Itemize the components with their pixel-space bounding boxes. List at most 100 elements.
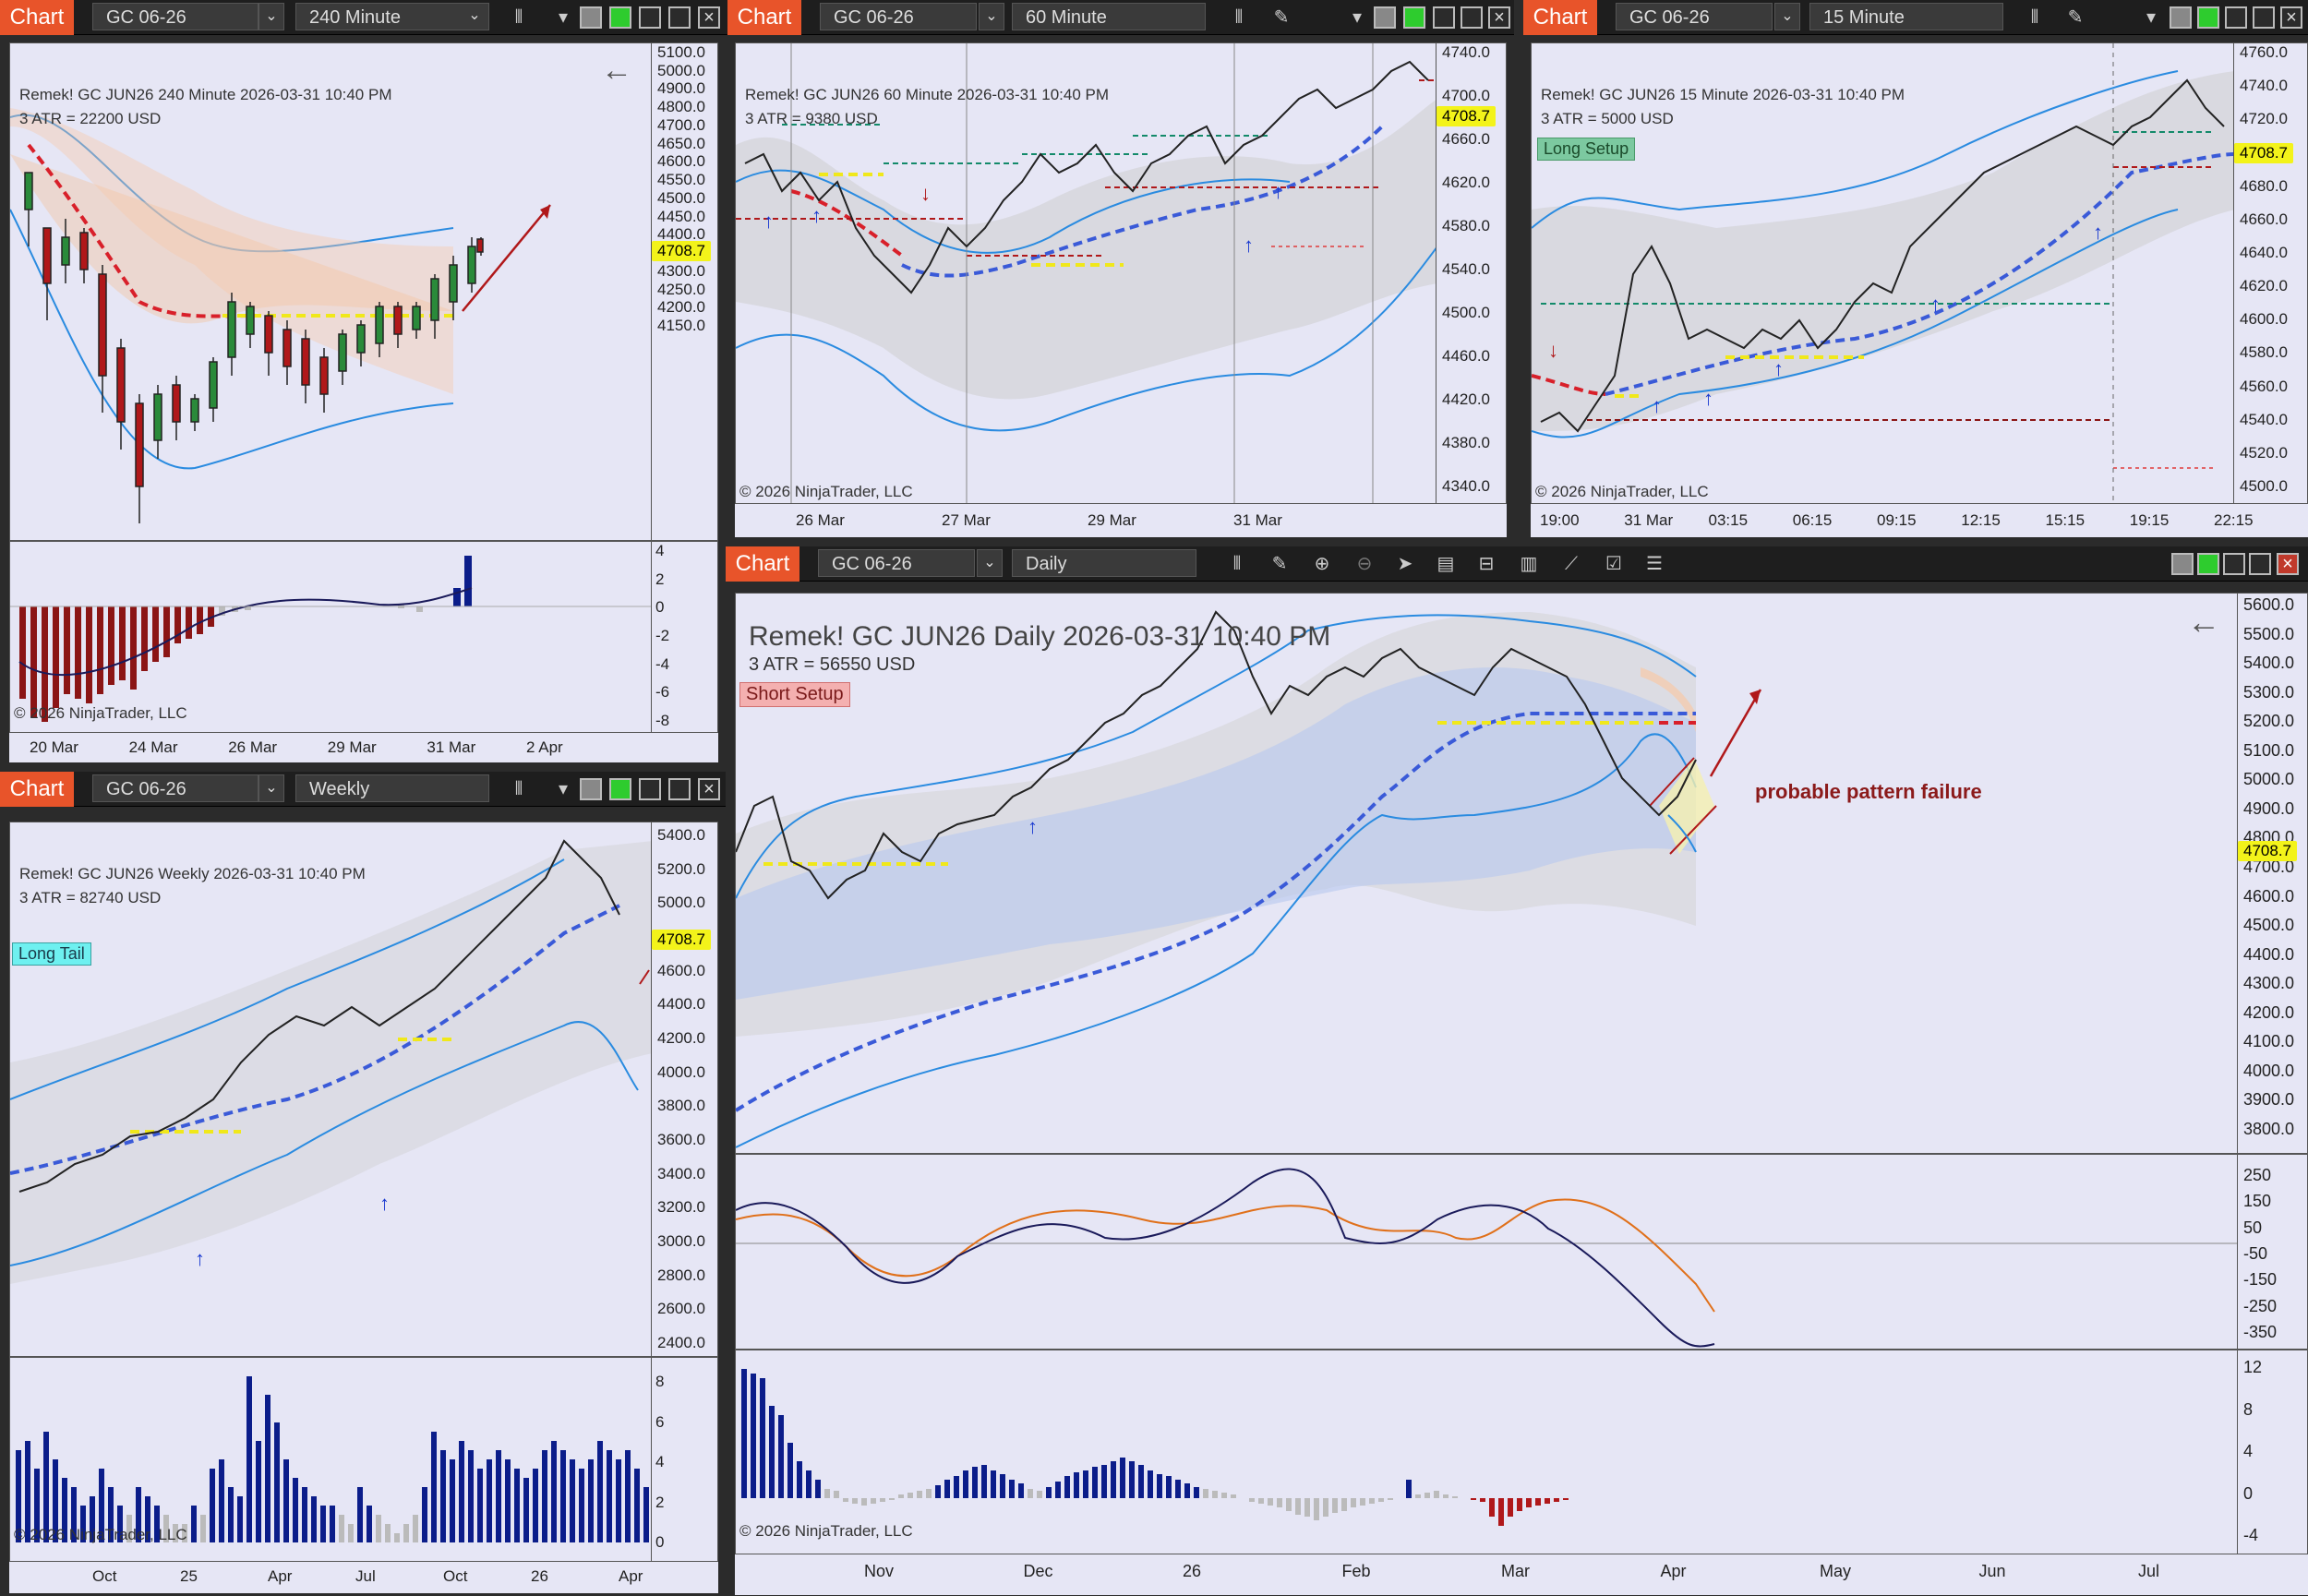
minimize-icon[interactable] — [639, 778, 661, 800]
instrument-selector[interactable]: GC 06-26 — [92, 774, 258, 802]
axis-tick-label: 5400.0 — [657, 826, 705, 844]
axis-tick-label: -6 — [655, 683, 670, 702]
maximize-icon[interactable] — [668, 778, 691, 800]
zoom-out-icon[interactable]: ⊖ — [1356, 554, 1373, 574]
chevron-down-icon[interactable]: ⌄ — [258, 3, 284, 30]
minimize-gray-icon[interactable] — [2171, 553, 2194, 575]
interval-selector[interactable]: Daily — [1012, 549, 1196, 577]
close-icon[interactable]: × — [2280, 6, 2302, 29]
maximize-icon[interactable] — [2253, 6, 2275, 29]
minimize-gray-icon[interactable] — [2170, 6, 2192, 29]
pattern-annotation: probable pattern failure — [1755, 780, 1982, 803]
time-axis[interactable]: 26 Mar 27 Mar 29 Mar 31 Mar — [735, 504, 1507, 537]
minimize-icon[interactable] — [2225, 6, 2247, 29]
minimize-gray-icon[interactable] — [580, 778, 602, 800]
list-icon[interactable]: ☰ — [1646, 554, 1663, 574]
time-axis[interactable]: Nov Dec 26 Feb Mar Apr May Jun Jul — [735, 1554, 2308, 1595]
chart-tab[interactable]: Chart — [727, 0, 801, 35]
properties-icon[interactable]: ☑ — [1605, 554, 1622, 574]
price-pane[interactable]: ↑ ↑ Remek! GC JUN26 Weekly 2026-03-31 10:… — [9, 822, 652, 1357]
pencil-icon[interactable]: ✎ — [1273, 7, 1290, 28]
close-icon[interactable]: × — [2277, 553, 2299, 575]
price-axis[interactable]: 4760.04740.04720.04700.04680.04660.04640… — [2234, 42, 2308, 504]
bar-type-icon[interactable]: ⫴ — [514, 7, 523, 28]
price-axis[interactable]: 5400.05200.05000.04800.04600.04400.04200… — [652, 822, 718, 1357]
atr-label: 3 ATR = 22200 USD — [19, 110, 162, 127]
cursor-icon[interactable]: ➤ — [1397, 554, 1413, 574]
bar-type-icon[interactable]: ⫴ — [514, 779, 523, 799]
instrument-selector[interactable]: GC 06-26 — [1616, 3, 1773, 30]
minimize-icon[interactable] — [1433, 6, 1455, 29]
minimize-icon[interactable] — [639, 6, 661, 29]
price-pane[interactable]: Remek! GC JUN26 240 Minute 2026-03-31 10… — [9, 42, 652, 541]
chevron-down-icon[interactable]: ⌄ — [977, 549, 1003, 577]
price-pane[interactable]: ↑ ↑ ↑ ↑ ↑ ↓ Remek! GC JUN26 15 Minute 2026-0… — [1531, 42, 2234, 504]
link-green-icon[interactable] — [2197, 553, 2219, 575]
price-pane[interactable]: ↑ ↑ ↑ ↑ ↓ Remek! GC JUN26 60 Minute 2026-03… — [735, 42, 1436, 504]
chevron-down-icon[interactable]: ⌄ — [468, 7, 481, 23]
data-box-icon[interactable]: ▤ — [1436, 554, 1455, 574]
chevron-down-icon[interactable]: ⌄ — [979, 3, 1004, 30]
chevron-down-icon[interactable]: ⌄ — [258, 774, 284, 802]
chevron-down-icon[interactable]: ▾ — [2146, 7, 2157, 28]
indicator-pane[interactable]: © 2026 NinjaTrader, LLC — [735, 1350, 2238, 1554]
close-icon[interactable]: × — [1488, 6, 1510, 29]
link-green-icon[interactable] — [609, 778, 631, 800]
interval-selector[interactable]: 15 Minute — [1809, 3, 2003, 30]
pencil-icon[interactable]: ✎ — [2067, 7, 2084, 28]
chart-tab[interactable]: Chart — [726, 546, 799, 582]
instrument-selector[interactable]: GC 06-26 — [92, 3, 258, 30]
chevron-down-icon[interactable]: ▾ — [558, 779, 569, 799]
price-axis[interactable]: 5100.0 5000.0 4900.0 4800.0 4700.0 4650.0 4600… — [652, 42, 718, 541]
chevron-down-icon[interactable]: ⌄ — [1774, 3, 1800, 30]
back-arrow-icon[interactable]: ← — [2187, 603, 2220, 641]
instrument-selector[interactable]: GC 06-26 — [818, 549, 975, 577]
oscillator-pane[interactable] — [735, 1154, 2238, 1350]
instrument-selector[interactable]: GC 06-26 — [820, 3, 977, 30]
close-icon[interactable]: × — [698, 6, 720, 29]
bar-type-icon[interactable]: ⫴ — [2030, 7, 2039, 28]
price-axis[interactable]: 4740.0 4700.0 4660.0 4620.0 4580.0 4540.0 4500… — [1436, 42, 1507, 504]
link-green-icon[interactable] — [1403, 6, 1425, 29]
chart-tab[interactable]: Chart — [0, 0, 74, 35]
minimize-gray-icon[interactable] — [580, 6, 602, 29]
chevron-down-icon[interactable]: ▾ — [558, 7, 569, 28]
setup-badge: Long Setup — [1537, 138, 1636, 161]
axis-tick-label: 6 — [655, 1412, 665, 1431]
indicator-pane[interactable]: © 2026 NinjaTrader, LLC — [9, 1357, 652, 1562]
chart-tab[interactable]: Chart — [1523, 0, 1597, 35]
link-green-icon[interactable] — [609, 6, 631, 29]
time-axis[interactable]: 20 Mar 24 Mar 26 Mar 29 Mar 31 Mar 2 Apr — [9, 733, 718, 762]
indicators-icon[interactable]: ▥ — [1520, 554, 1538, 574]
minimize-icon[interactable] — [2223, 553, 2245, 575]
chevron-down-icon[interactable]: ▾ — [1352, 7, 1363, 28]
time-axis[interactable]: Oct 25 Apr Jul Oct 26 Apr — [9, 1562, 718, 1593]
axis-tick-label: 4 — [655, 1453, 665, 1470]
time-axis[interactable]: 19:00 31 Mar 03:15 06:15 09:15 12:15 15:15 19:1… — [1531, 504, 2308, 537]
pencil-icon[interactable]: ✎ — [1271, 554, 1288, 574]
axis-tick-label: 4720.0 — [2240, 110, 2288, 128]
time-tick-label: 15:15 — [2045, 511, 2086, 529]
indicator-pane[interactable]: © 2026 NinjaTrader, LLC — [9, 541, 652, 733]
axis-tick-label: 4680.0 — [2240, 176, 2288, 195]
interval-selector[interactable]: Weekly — [295, 774, 489, 802]
link-green-icon[interactable] — [2197, 6, 2219, 29]
minimize-gray-icon[interactable] — [1374, 6, 1396, 29]
axis-tick-label: 4640.0 — [2240, 243, 2288, 261]
interval-selector[interactable]: 240 Minute — [295, 3, 489, 30]
chart-trader-icon[interactable]: ⊟ — [1478, 554, 1495, 574]
maximize-icon[interactable] — [1461, 6, 1483, 29]
interval-selector[interactable]: 60 Minute — [1012, 3, 1206, 30]
bar-type-icon[interactable]: ⫴ — [1232, 554, 1242, 574]
maximize-icon[interactable] — [668, 6, 691, 29]
maximize-icon[interactable] — [2249, 553, 2271, 575]
strategies-icon[interactable]: ⟋ — [1565, 554, 1578, 574]
bar-type-icon[interactable]: ⫴ — [1234, 7, 1244, 28]
back-arrow-icon[interactable]: ← — [601, 53, 632, 88]
close-icon[interactable]: × — [698, 778, 720, 800]
zoom-in-icon[interactable]: ⊕ — [1314, 554, 1330, 574]
price-axis[interactable]: 5600.0 5500.0 5400.0 5300.0 5200.0 5100.0 5000… — [2238, 593, 2308, 1154]
axis-tick-label: 4660.0 — [2240, 210, 2288, 228]
price-pane[interactable]: ↑ Remek! GC JUN26 Daily 2026-03-31 10:40… — [735, 593, 2238, 1154]
chart-tab[interactable]: Chart — [0, 772, 74, 807]
